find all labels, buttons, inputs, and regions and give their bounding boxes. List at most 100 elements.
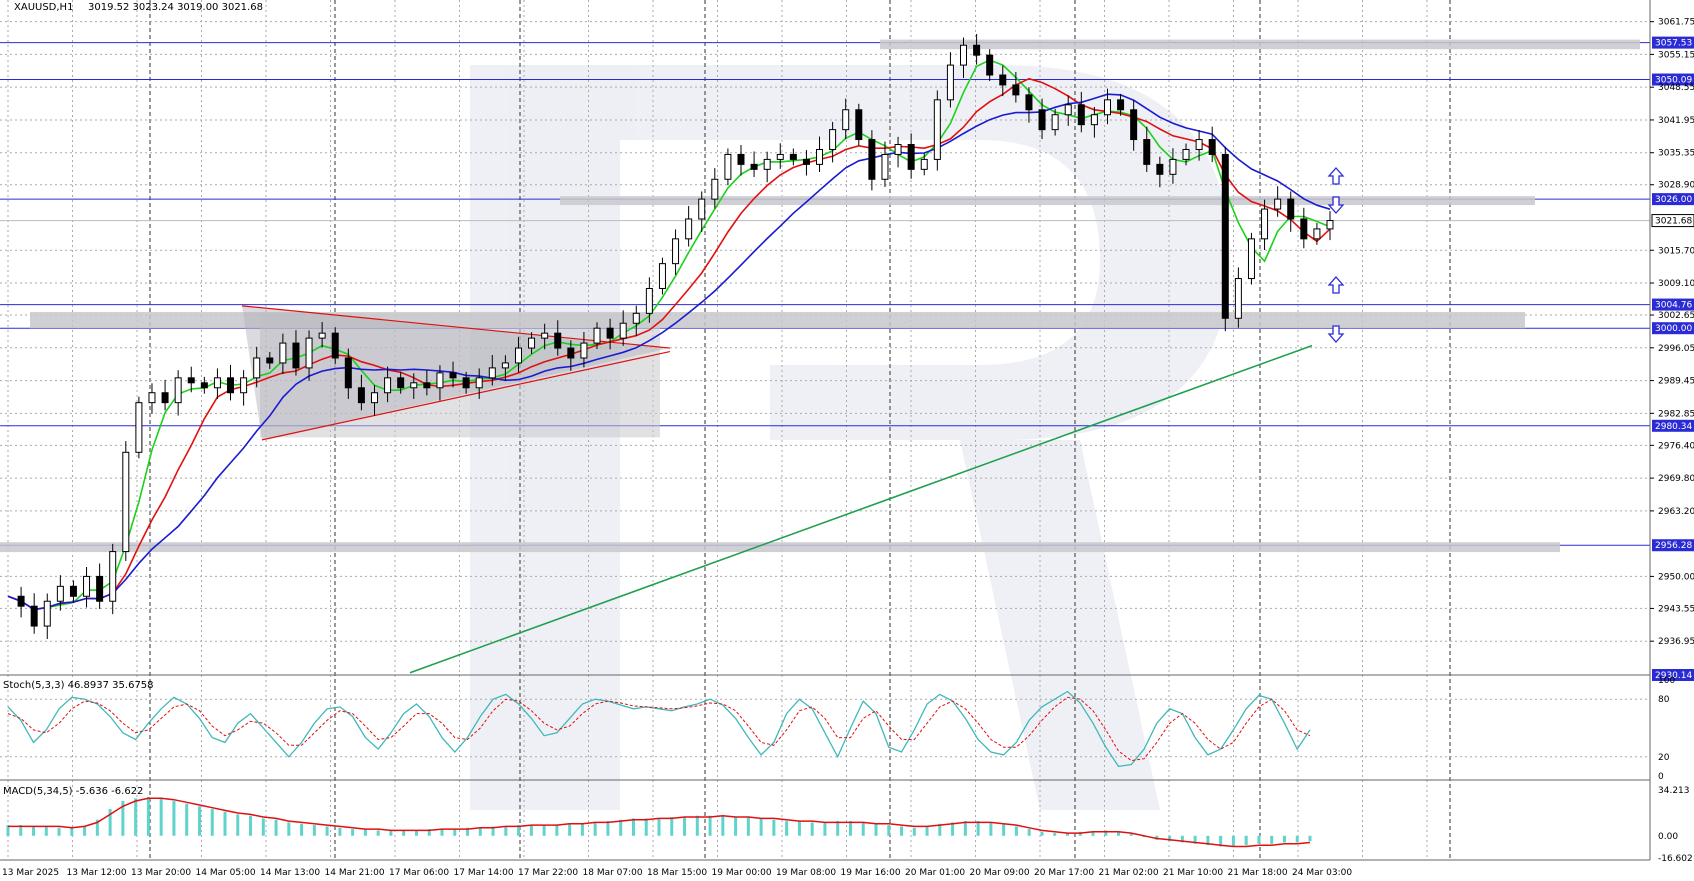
candle-body	[331, 332, 339, 359]
candle-body	[658, 263, 666, 289]
candle-body	[999, 74, 1007, 86]
candle-body	[750, 163, 758, 170]
consolidation-box	[260, 313, 660, 438]
macd-ytick-label: -16.602	[1658, 854, 1693, 864]
candle-body	[1208, 139, 1216, 155]
candle-body	[619, 322, 627, 339]
candle-body	[554, 332, 562, 349]
candle-body	[711, 178, 719, 200]
candle-body	[698, 198, 706, 220]
time-axis: 13 Mar 2025 13 Mar 12:00 13 Mar 20:00 14 Ma…	[2, 868, 1352, 878]
candle-body	[1051, 114, 1059, 131]
arrow-up-icon	[1327, 167, 1345, 185]
ytick-label: 2943.55	[1658, 604, 1694, 614]
candle-body	[1326, 220, 1334, 230]
level-label: 3050.09	[1655, 76, 1692, 86]
candle-body	[1169, 158, 1177, 175]
candle-body	[933, 99, 941, 160]
candle-body	[1077, 104, 1085, 126]
xtick-label: 19 Mar 16:00	[841, 868, 901, 878]
xtick-label: 24 Mar 03:00	[1292, 868, 1352, 878]
chart-header-ohlc: 3019.52 3023.24 3019.00 3021.68	[88, 2, 263, 13]
candle-body	[1156, 163, 1164, 175]
ytick-label: 2963.20	[1658, 507, 1694, 517]
candle-body	[946, 64, 954, 101]
support-resistance-zones	[0, 39, 1640, 553]
candle-body	[763, 158, 771, 170]
ytick-label: 3028.90	[1658, 181, 1694, 191]
candle-body	[1234, 278, 1242, 319]
stoch-ytick-label: 100	[1658, 676, 1675, 686]
candle-body	[606, 327, 614, 339]
candle-body	[109, 551, 117, 602]
candle-body	[344, 357, 352, 389]
xtick-label: 19 Mar 08:00	[776, 868, 836, 878]
candle-body	[449, 372, 457, 379]
candle-body	[1130, 109, 1138, 141]
level-label-bg	[1652, 539, 1694, 552]
ytick-label: 3048.55	[1658, 83, 1694, 93]
xtick-label: 21 Mar 02:00	[1099, 868, 1159, 878]
candle-body	[632, 312, 640, 324]
candle-body	[829, 129, 837, 150]
candle-body	[1025, 94, 1033, 111]
candle-body	[501, 362, 509, 369]
candle-body	[187, 377, 195, 384]
zone-band	[0, 542, 1560, 553]
candle-body	[1247, 238, 1255, 280]
ytick-label: 3041.95	[1658, 116, 1694, 126]
ytick-label: 2936.95	[1658, 637, 1694, 647]
arrow-up-icon	[1327, 276, 1345, 294]
candle-body	[1313, 228, 1321, 240]
macd-signal-line	[8, 797, 1311, 848]
candle-body	[161, 392, 169, 404]
level-label-bg	[1652, 322, 1694, 335]
ma-long-line	[409, 344, 1313, 674]
xtick-label: 20 Mar 09:00	[970, 868, 1030, 878]
zone-band	[560, 196, 1535, 206]
ytick-label: 2982.85	[1658, 409, 1694, 419]
xtick-label: 13 Mar 12:00	[67, 868, 127, 878]
candle-body	[1064, 104, 1072, 116]
xtick-label: 17 Mar 06:00	[389, 868, 449, 878]
candle-body	[227, 377, 235, 394]
ytick-label: 3015.70	[1658, 246, 1694, 256]
arrow-down-icon	[1327, 196, 1345, 214]
candle-body	[292, 342, 300, 369]
stoch-ytick-label: 80	[1658, 695, 1670, 705]
candle-body	[776, 153, 784, 160]
ytick-label: 2950.00	[1658, 572, 1694, 582]
triangle-lower	[261, 350, 671, 441]
zone-band	[880, 39, 1640, 50]
level-label: 3057.53	[1655, 39, 1692, 49]
ytick-label: 3009.10	[1658, 279, 1694, 289]
macd-pane: 34.213 0.00 -16.602	[6, 786, 1693, 864]
candle-body	[907, 144, 915, 170]
candle-body	[213, 377, 221, 389]
candle-body	[816, 148, 824, 165]
level-label-bg	[1652, 193, 1694, 206]
candle-body	[17, 595, 25, 607]
level-label: 3004.76	[1655, 301, 1692, 311]
level-label-bg	[1652, 419, 1694, 432]
macd-ytick-label: 0.00	[1658, 832, 1678, 842]
level-label: 2956.28	[1655, 541, 1692, 551]
candle-body	[30, 605, 38, 627]
xtick-label: 17 Mar 22:00	[518, 868, 578, 878]
candle-body	[986, 54, 994, 76]
stoch-ytick-label: 0	[1658, 772, 1664, 782]
candle-body	[240, 377, 248, 394]
candle-body	[56, 585, 64, 602]
candle-body	[266, 357, 274, 364]
candle-body	[842, 109, 850, 131]
candle-body	[318, 332, 326, 339]
candle-body	[200, 382, 208, 389]
candle-body	[672, 238, 680, 265]
candle-body	[69, 585, 77, 597]
watermark-logo	[470, 65, 1230, 810]
chart-header-symbol: XAUUSD,H1	[14, 2, 73, 13]
candle-body	[1182, 148, 1190, 160]
xtick-label: 14 Mar 13:00	[260, 868, 320, 878]
macd-ytick-label: 34.213	[1658, 786, 1690, 796]
